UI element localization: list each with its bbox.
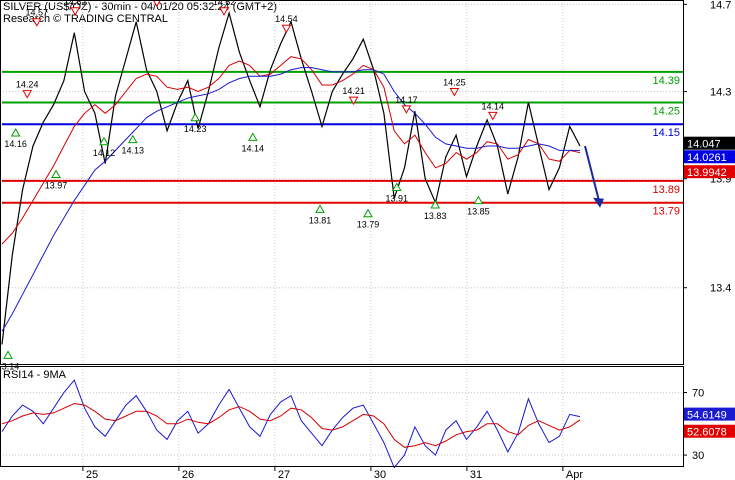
support-triangle xyxy=(10,128,21,137)
rsi-panel-border xyxy=(0,366,684,467)
marker-label: 14.17 xyxy=(395,95,418,105)
rsi-series xyxy=(1,379,581,469)
rsi-ma-line xyxy=(1,402,581,448)
rsi-tick-label: 70 xyxy=(692,388,704,400)
support-triangle xyxy=(315,204,325,213)
marker-label: 14.62 xyxy=(64,0,87,7)
current-value-label: 13.9942 xyxy=(687,167,727,179)
x-tick-label: 27 xyxy=(278,469,290,480)
support-triangle xyxy=(391,182,402,192)
x-tick-label: 30 xyxy=(374,469,386,480)
forecast-arrow xyxy=(584,145,601,205)
support-triangle xyxy=(430,199,441,209)
rsi-panel-label: RSI14 - 9MA xyxy=(3,369,67,381)
gridlines xyxy=(0,0,683,466)
level-label: 14.15 xyxy=(652,127,680,139)
current-value-label: 14.047 xyxy=(687,139,721,151)
marker-label: 14.25 xyxy=(443,77,466,87)
rsi-value-label: 54.6149 xyxy=(687,410,727,422)
resistance-triangle xyxy=(219,7,229,16)
rsi-line xyxy=(1,379,581,469)
marker-label: 14.24 xyxy=(16,80,39,90)
marker-label: 13.79 xyxy=(357,220,380,230)
level-label: 13.89 xyxy=(652,184,680,196)
support-triangle xyxy=(363,208,373,218)
marker-label: 14.14 xyxy=(242,143,265,153)
rsi-value-box xyxy=(684,424,735,438)
resistance-triangle xyxy=(281,24,292,34)
marker-label: 14.14 xyxy=(482,101,505,111)
slow-ma-line xyxy=(1,67,580,332)
y-tick-label: 13.4 xyxy=(710,283,731,295)
resistance-triangle xyxy=(22,90,33,99)
marker-label: 13.81 xyxy=(309,215,332,225)
resistance-triangle xyxy=(348,96,359,106)
x-tick-label: 26 xyxy=(182,469,194,480)
marker-label: 14.57 xyxy=(26,8,49,18)
support-triangle xyxy=(127,134,138,144)
support-triangle xyxy=(473,195,484,205)
level-label: 14.39 xyxy=(652,75,680,87)
forecast-arrowhead xyxy=(593,197,604,208)
level-label: 13.79 xyxy=(652,206,680,218)
rsi-value-box xyxy=(684,407,735,421)
fast-ma-line xyxy=(1,56,581,245)
x-tick-label: 25 xyxy=(86,469,98,480)
marker-label: 14.21 xyxy=(342,86,365,96)
chart-title: SILVER (US$/OZ) - 30min - 04/01/20 05:32… xyxy=(3,1,277,13)
price-line xyxy=(1,10,581,345)
resistance-triangle xyxy=(31,18,42,27)
level-lines: 14.39 14.25 14.15 13.89 13.79 xyxy=(2,70,683,218)
current-value-box xyxy=(684,150,735,164)
marker-label: 14.13 xyxy=(122,146,145,156)
level-label: 14.25 xyxy=(652,105,680,117)
y-tick-label: 14.3 xyxy=(710,87,731,99)
x-tick-label: 31 xyxy=(470,469,482,480)
price-series xyxy=(1,10,604,345)
resistance-triangle xyxy=(70,7,81,16)
marker-label: 14.23 xyxy=(184,124,207,134)
marker-label: 14.16 xyxy=(4,139,27,149)
marker-label: 13.97 xyxy=(45,180,68,190)
current-value-label: 14.0261 xyxy=(687,152,727,164)
support-triangle xyxy=(190,112,201,122)
support-triangle xyxy=(99,136,109,146)
resistance-triangle xyxy=(449,87,460,97)
marker-label: 13.91 xyxy=(386,194,409,204)
support-triangle xyxy=(51,169,61,178)
price-panel-border xyxy=(0,0,684,365)
marker-label: 13.85 xyxy=(467,207,490,217)
marker-label: 13.83 xyxy=(424,211,447,221)
support-triangle xyxy=(3,350,13,359)
resistance-triangle xyxy=(487,111,498,121)
marker-label: 14.12 xyxy=(93,148,116,158)
support-triangle xyxy=(247,132,258,141)
current-value-box xyxy=(684,165,735,179)
resistance-triangle xyxy=(152,0,161,8)
y-tick-label: 14.7 xyxy=(710,0,731,11)
resistance-triangle xyxy=(401,105,412,114)
current-value-box xyxy=(684,136,735,150)
x-tick-label: Apr xyxy=(566,469,583,480)
chart-source: Research © TRADING CENTRAL xyxy=(3,13,168,25)
rsi-tick-label: 30 xyxy=(692,450,704,462)
marker-label: 14.62 xyxy=(213,0,236,7)
marker-label: 14.54 xyxy=(275,14,298,24)
rsi-value-label: 52.6078 xyxy=(687,427,727,439)
